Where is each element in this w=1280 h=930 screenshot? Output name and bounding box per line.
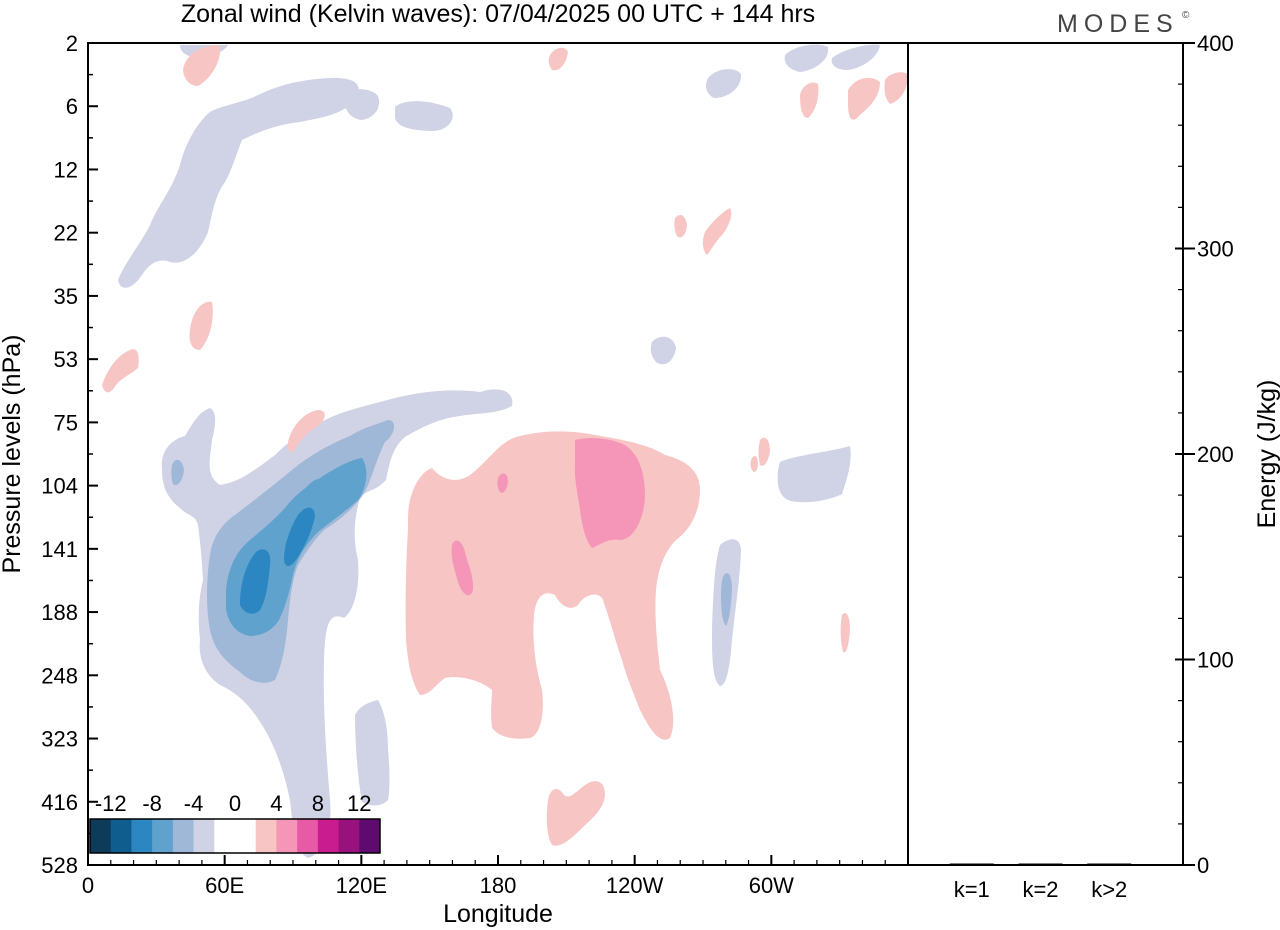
- y-tick-label: 6: [66, 94, 78, 119]
- colorbar-swatch: [276, 819, 298, 853]
- colorbar-swatch: [297, 819, 319, 853]
- contour-neg4-strat-5: [784, 44, 829, 72]
- colorbar-label: 0: [229, 791, 241, 816]
- contour-neg10-core2: [284, 507, 315, 566]
- contour-pos4-strat-2: [848, 77, 880, 120]
- contour-neg4-strat-band: [118, 77, 359, 288]
- contour-pos4-strat-1: [183, 45, 221, 86]
- colorbar-swatch: [193, 819, 215, 853]
- y-tick-label: 323: [41, 727, 78, 752]
- colorbar-swatch: [131, 819, 153, 853]
- y-tick-label: 528: [41, 853, 78, 878]
- contour-pos6-core: [574, 437, 645, 548]
- y-tick-label: 104: [41, 474, 78, 499]
- colorbar-label: 12: [347, 791, 371, 816]
- zonal-wind-contours: [102, 44, 908, 858]
- colorbar-swatch: [214, 819, 236, 853]
- x-tick-label: 120W: [606, 873, 664, 898]
- y-tick-label: 75: [54, 410, 78, 435]
- x-tick-label: 120E: [336, 873, 387, 898]
- colorbar-swatch: [338, 819, 360, 853]
- bar-category-label: k=1: [954, 877, 990, 902]
- brand-text: MODES: [1057, 10, 1179, 38]
- colorbar-label: -4: [184, 791, 204, 816]
- contour-pos6-small2: [497, 473, 508, 493]
- contour-pos4-strat-4: [884, 72, 908, 104]
- energy-bar: [1018, 863, 1063, 865]
- x-axis-label: Longitude: [443, 900, 553, 928]
- contour-neg4-strat-8: [650, 336, 676, 365]
- energy-bar: [1087, 863, 1132, 865]
- contour-pos4-low-4: [750, 456, 758, 473]
- energy-tick-label: 0: [1197, 853, 1209, 878]
- colorbar-label: -8: [142, 791, 162, 816]
- contour-pos4-main: [405, 431, 700, 740]
- y-tick-label: 53: [54, 347, 78, 372]
- energy-tick-label: 300: [1197, 237, 1234, 262]
- colorbar-swatch: [90, 819, 112, 853]
- contour-neg4-mid: [777, 446, 851, 503]
- x-tick-label: 0: [82, 873, 94, 898]
- contour-pos4-low-2: [840, 613, 850, 653]
- y-tick-label: 12: [54, 157, 78, 182]
- x-tick-label: 180: [480, 873, 517, 898]
- contour-pos4-upper-4: [702, 208, 732, 255]
- y-tick-label: 188: [41, 600, 78, 625]
- colorbar-swatch: [235, 819, 257, 853]
- colorbar-label: 4: [270, 791, 282, 816]
- brand-mark: ©: [1182, 10, 1190, 21]
- bar-category-label: k=2: [1022, 877, 1058, 902]
- colorbar-frame: [89, 818, 381, 854]
- contour-neg6-mid-2: [721, 573, 732, 626]
- colorbar-swatch: [255, 819, 277, 853]
- x-tick-label: 60E: [205, 873, 244, 898]
- y-tick-label: 22: [54, 221, 78, 246]
- contour-pos4-strat-5: [548, 47, 568, 71]
- colorbar-label: -12: [95, 791, 127, 816]
- colorbar-label: 8: [312, 791, 324, 816]
- colorbar-swatch: [359, 819, 381, 853]
- contour-pos4-upper-1: [189, 301, 213, 350]
- energy-bar: [949, 863, 994, 865]
- contour-pos4-upper-2: [102, 349, 139, 393]
- contour-pos4-low-1: [546, 781, 605, 846]
- colorbar-swatch: [317, 819, 340, 853]
- y-tick-label: 416: [41, 790, 78, 815]
- chart-title: Zonal wind (Kelvin waves): 07/04/2025 00…: [181, 0, 815, 28]
- contour-pos4-upper-3: [287, 410, 325, 453]
- contour-neg4-strat-2: [395, 101, 453, 132]
- y-tick-label: 141: [41, 537, 78, 562]
- contour-neg4-strat-3: [344, 89, 380, 120]
- colorbar: -12 -8 -4 0 4 8 12: [89, 791, 381, 854]
- contour-pos4-strat-3: [800, 82, 819, 118]
- energy-tick-label: 100: [1197, 648, 1234, 673]
- colorbar-swatch: [172, 819, 195, 853]
- y-tick-label: 35: [54, 284, 78, 309]
- colorbar-swatch: [110, 819, 132, 853]
- contour-pos4-low-3: [758, 437, 770, 466]
- y-tick-label: 248: [41, 663, 78, 688]
- contour-neg4-main-tail: [355, 700, 390, 806]
- modes-logo: MODES ©: [1057, 10, 1190, 38]
- y-tick-label: 2: [66, 31, 78, 56]
- bar-category-label: k>2: [1091, 877, 1127, 902]
- contour-neg4-strat-6: [831, 44, 880, 70]
- contour-neg4-strat-4: [706, 69, 742, 98]
- y-axis-label: Pressure levels (hPa): [0, 335, 26, 574]
- energy-tick-label: 200: [1197, 442, 1234, 467]
- energy-tick-label: 400: [1197, 31, 1234, 56]
- x-tick-label: 60W: [749, 873, 794, 898]
- contour-pos4-upper-5: [674, 214, 687, 238]
- contour-pos6-small: [451, 540, 474, 596]
- colorbar-swatch: [152, 819, 174, 853]
- energy-axis-label: Energy (J/kg): [1253, 380, 1280, 529]
- contour-neg6-small: [171, 459, 184, 486]
- contour-neg10-core: [240, 549, 271, 614]
- energy-bars: k=1 k=2 k>2: [949, 863, 1132, 902]
